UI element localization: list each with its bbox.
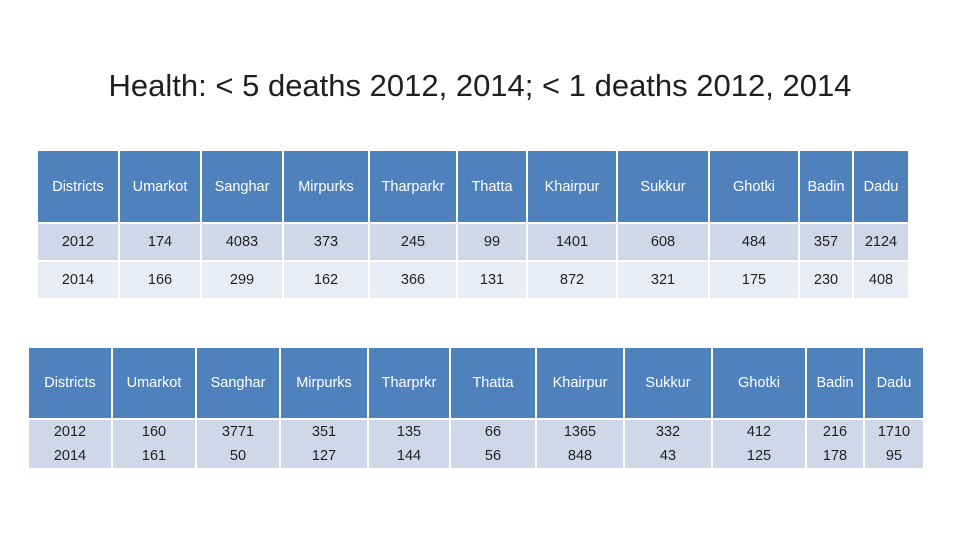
table-cell: 4083 xyxy=(202,224,282,260)
table-cell: 366 xyxy=(370,262,456,298)
column-header: Sukkur xyxy=(618,151,708,222)
column-header: Sanghar xyxy=(197,348,279,418)
table-cell: 1401 xyxy=(528,224,616,260)
column-header: Mirpurks xyxy=(281,348,367,418)
table-cell: 373 xyxy=(284,224,368,260)
table-row: 2012 174 4083 373 245 99 1401 608 484 35… xyxy=(38,224,908,260)
column-header: Umarkot xyxy=(113,348,195,418)
under-1-deaths-table: Districts Umarkot Sanghar Mirpurks Tharp… xyxy=(27,346,925,470)
table-cell: 99 xyxy=(458,224,526,260)
column-header: Districts xyxy=(38,151,118,222)
cell-line: 125 xyxy=(746,448,772,464)
cell-line: 135 xyxy=(396,424,422,440)
column-header: Thatta xyxy=(451,348,535,418)
column-header: Sanghar xyxy=(202,151,282,222)
column-header: Umarkot xyxy=(120,151,200,222)
under-5-deaths-table: Districts Umarkot Sanghar Mirpurks Tharp… xyxy=(36,149,910,300)
cell-line: 178 xyxy=(822,448,848,464)
table-cell: 2124 xyxy=(854,224,908,260)
table-cell: 175 xyxy=(710,262,798,298)
table-cell: 484 xyxy=(710,224,798,260)
table-cell: 3771 50 xyxy=(197,420,279,468)
table-cell: 351 127 xyxy=(281,420,367,468)
cell-line: 56 xyxy=(484,448,502,464)
cell-line: 2014 xyxy=(53,448,87,464)
column-header: Mirpurks xyxy=(284,151,368,222)
table-row: 2012 2014 160 161 3771 50 351 127 135 144 66 5… xyxy=(29,420,923,468)
table-cell: 408 xyxy=(854,262,908,298)
column-header: Dadu xyxy=(854,151,908,222)
table-cell: 166 xyxy=(120,262,200,298)
table-cell: 162 xyxy=(284,262,368,298)
column-header: Badin xyxy=(800,151,852,222)
table-cell: 608 xyxy=(618,224,708,260)
table-cell: 412 125 xyxy=(713,420,805,468)
column-header: Districts xyxy=(29,348,111,418)
table-row: 2014 166 299 162 366 131 872 321 175 230… xyxy=(38,262,908,298)
column-header: Dadu xyxy=(865,348,923,418)
table-cell: 2012 2014 xyxy=(29,420,111,468)
column-header: Ghotki xyxy=(710,151,798,222)
column-header: Thatta xyxy=(458,151,526,222)
table-cell: 2014 xyxy=(38,262,118,298)
table-cell: 332 43 xyxy=(625,420,711,468)
cell-line: 1365 xyxy=(563,424,597,440)
cell-line: 161 xyxy=(141,448,167,464)
cell-line: 144 xyxy=(396,448,422,464)
column-header: Khairpur xyxy=(537,348,623,418)
column-header: Tharprkr xyxy=(369,348,449,418)
cell-line: 848 xyxy=(567,448,593,464)
table-cell: 66 56 xyxy=(451,420,535,468)
table-cell: 299 xyxy=(202,262,282,298)
table-cell: 135 144 xyxy=(369,420,449,468)
cell-line: 127 xyxy=(311,448,337,464)
cell-line: 160 xyxy=(141,424,167,440)
column-header: Ghotki xyxy=(713,348,805,418)
column-header: Tharparkr xyxy=(370,151,456,222)
table-cell: 216 178 xyxy=(807,420,863,468)
cell-line: 95 xyxy=(885,448,903,464)
table-cell: 245 xyxy=(370,224,456,260)
table-cell: 357 xyxy=(800,224,852,260)
column-header: Khairpur xyxy=(528,151,616,222)
cell-line: 3771 xyxy=(221,424,255,440)
cell-line: 43 xyxy=(659,448,677,464)
table-cell: 1365 848 xyxy=(537,420,623,468)
column-header: Badin xyxy=(807,348,863,418)
cell-line: 66 xyxy=(484,424,502,440)
table-cell: 131 xyxy=(458,262,526,298)
table-header-row: Districts Umarkot Sanghar Mirpurks Tharp… xyxy=(38,151,908,222)
table-cell: 174 xyxy=(120,224,200,260)
cell-line: 332 xyxy=(655,424,681,440)
cell-line: 50 xyxy=(229,448,247,464)
table-cell: 2012 xyxy=(38,224,118,260)
cell-line: 412 xyxy=(746,424,772,440)
table-cell: 321 xyxy=(618,262,708,298)
table-cell: 1710 95 xyxy=(865,420,923,468)
table-cell: 872 xyxy=(528,262,616,298)
table-header-row: Districts Umarkot Sanghar Mirpurks Tharp… xyxy=(29,348,923,418)
cell-line: 216 xyxy=(822,424,848,440)
cell-line: 1710 xyxy=(877,424,911,440)
cell-line: 2012 xyxy=(53,424,87,440)
cell-line: 351 xyxy=(311,424,337,440)
slide-title: Health: < 5 deaths 2012, 2014; < 1 death… xyxy=(108,68,852,103)
column-header: Sukkur xyxy=(625,348,711,418)
table-cell: 160 161 xyxy=(113,420,195,468)
table-cell: 230 xyxy=(800,262,852,298)
